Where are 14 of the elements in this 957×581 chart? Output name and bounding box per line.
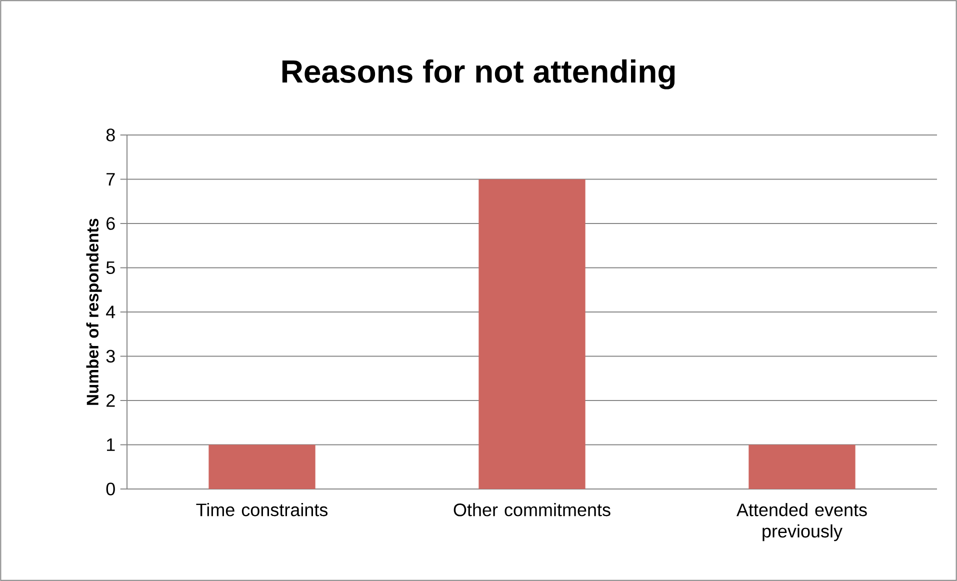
y-tick-label: 0 — [106, 482, 115, 496]
y-axis-title: Number of respondents — [86, 218, 102, 405]
y-tick-label: 6 — [106, 217, 115, 230]
y-tick-label: 2 — [106, 394, 115, 407]
x-tick-label: Time constraints — [196, 503, 328, 516]
y-tick-label: 8 — [106, 128, 115, 142]
y-tick-label: 4 — [106, 306, 116, 318]
chart-title: Reasons for not attending — [282, 59, 675, 90]
y-tick-label: 7 — [106, 173, 115, 186]
y-tick-label: 5 — [106, 261, 115, 274]
x-tick-label: Attended events previously — [736, 503, 867, 542]
y-tick-label: 1 — [107, 438, 115, 451]
x-tick-label: Other commitments — [454, 503, 610, 516]
y-tick-label: 3 — [106, 350, 115, 363]
